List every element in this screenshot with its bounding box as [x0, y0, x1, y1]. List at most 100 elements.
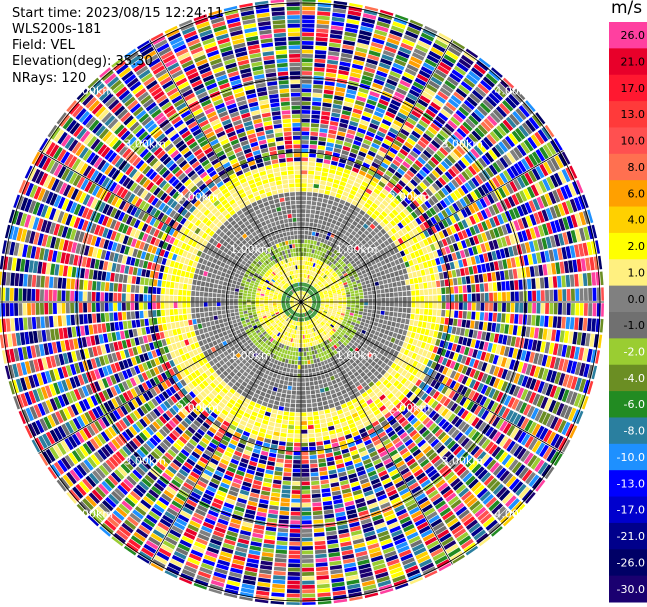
velocity-gate: [367, 184, 375, 191]
velocity-gate: [524, 156, 534, 169]
velocity-gate: [341, 250, 346, 255]
velocity-gate: [355, 245, 361, 251]
velocity-gate: [460, 156, 470, 167]
velocity-gate: [325, 284, 330, 288]
velocity-gate: [340, 52, 353, 59]
velocity-gate: [322, 234, 327, 239]
velocity-gate: [377, 231, 383, 238]
velocity-gate: [309, 149, 317, 154]
velocity-gate: [390, 163, 399, 171]
velocity-gate: [465, 74, 478, 85]
velocity-gate: [303, 252, 306, 257]
velocity-gate: [383, 240, 390, 247]
velocity-gate: [412, 236, 419, 244]
velocity-gate: [353, 273, 359, 278]
velocity-gate: [356, 203, 363, 209]
velocity-gate: [316, 153, 324, 159]
velocity-gate: [302, 273, 304, 278]
velocity-gate: [439, 199, 448, 209]
velocity-gate: [336, 82, 347, 89]
velocity-gate: [363, 107, 374, 114]
velocity-gate: [332, 244, 338, 249]
velocity-gate: [395, 183, 404, 191]
velocity-gate: [333, 179, 340, 185]
velocity-gate: [301, 71, 313, 76]
velocity-gate: [444, 207, 453, 216]
velocity-gate: [342, 191, 349, 197]
velocity-gate: [463, 153, 474, 164]
velocity-gate: [358, 242, 364, 248]
velocity-gate: [459, 124, 470, 135]
velocity-gate: [360, 21, 375, 29]
velocity-gate: [376, 195, 384, 203]
velocity-gate: [409, 202, 417, 211]
velocity-gate: [406, 169, 415, 178]
velocity-gate: [410, 178, 419, 187]
velocity-gate: [365, 267, 370, 273]
velocity-gate: [430, 101, 441, 111]
velocity-gate: [411, 52, 425, 61]
velocity-gate: [324, 259, 328, 264]
velocity-gate: [423, 230, 430, 238]
velocity-gate: [369, 180, 377, 188]
velocity-gate: [301, 58, 313, 63]
velocity-gate: [302, 36, 314, 41]
velocity-gate: [419, 232, 426, 240]
velocity-gate: [402, 161, 411, 169]
velocity-gate: [430, 122, 441, 132]
velocity-gate: [366, 199, 373, 206]
velocity-gate: [492, 203, 500, 215]
velocity-gate: [507, 196, 516, 208]
velocity-gate: [340, 277, 346, 281]
velocity-gate: [378, 98, 389, 106]
velocity-gate: [389, 70, 401, 79]
velocity-gate: [437, 163, 447, 173]
velocity-gate: [335, 86, 346, 93]
velocity-gate: [355, 260, 361, 265]
velocity-gate: [323, 159, 331, 165]
velocity-gate: [381, 54, 394, 62]
velocity-gate: [427, 228, 434, 236]
velocity-gate: [320, 261, 324, 266]
velocity-gate: [374, 134, 384, 142]
velocity-gate: [431, 182, 440, 192]
velocity-gate: [498, 141, 509, 153]
velocity-gate: [348, 251, 354, 257]
velocity-gate: [415, 217, 422, 225]
velocity-gate: [320, 123, 329, 129]
velocity-gate: [355, 159, 363, 166]
velocity-gate: [386, 181, 395, 189]
velocity-gate: [302, 286, 304, 291]
velocity-gate: [393, 139, 403, 148]
velocity-gate: [352, 167, 360, 174]
velocity-gate: [358, 220, 365, 226]
velocity-gate: [348, 175, 356, 181]
velocity-gate: [474, 86, 487, 98]
velocity-gate: [344, 97, 355, 104]
velocity-gate: [303, 278, 305, 283]
velocity-gate: [328, 173, 335, 179]
velocity-gate: [459, 198, 467, 208]
velocity-gate: [320, 207, 326, 212]
velocity-gate: [315, 293, 319, 296]
velocity-gate: [515, 108, 527, 121]
velocity-gate: [309, 292, 314, 296]
velocity-gate: [313, 223, 318, 228]
velocity-gate: [357, 127, 367, 134]
velocity-gate: [495, 159, 505, 171]
velocity-gate: [432, 204, 440, 213]
velocity-gate: [344, 187, 351, 193]
velocity-gate: [308, 275, 311, 280]
velocity-gate: [513, 178, 522, 191]
velocity-gate: [402, 208, 410, 216]
velocity-gate: [400, 219, 408, 227]
velocity-gate: [469, 215, 477, 225]
velocity-gate: [422, 149, 432, 159]
velocity-gate: [444, 171, 454, 181]
velocity-gate: [324, 81, 335, 87]
velocity-gate: [343, 215, 350, 221]
velocity-gate: [520, 158, 531, 171]
velocity-gate: [307, 284, 310, 288]
velocity-gate: [403, 248, 410, 255]
velocity-gate: [302, 23, 315, 28]
